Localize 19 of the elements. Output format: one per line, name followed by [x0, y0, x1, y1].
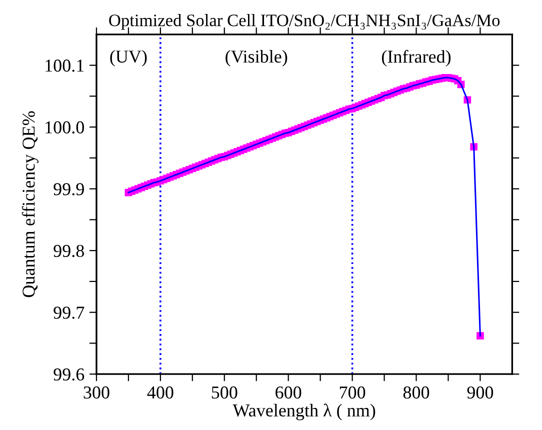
y-tick-label: 100.0 — [46, 121, 84, 134]
y-tick-label: 99.6 — [54, 368, 84, 381]
chart-title: Optimized Solar Cell ITO/SnO₂/CH₃NH₃SnI₃/GaAs/Mo — [109, 14, 500, 30]
y-axis-title: Quantum efficiency QE% — [22, 111, 38, 298]
x-tick-label: 600 — [276, 386, 302, 399]
annotation: (Visible) — [226, 50, 288, 66]
y-tick-label: 99.8 — [54, 244, 84, 258]
annotation: (UV) — [110, 50, 147, 66]
x-axis-title: Wavelength λ ( nm) — [232, 404, 376, 420]
y-tick-label: 99.7 — [54, 306, 84, 319]
x-tick-label: 900 — [467, 386, 494, 399]
x-tick-label: 300 — [84, 386, 110, 399]
annotation: (Infrared) — [382, 50, 451, 66]
x-tick-label: 400 — [147, 386, 174, 399]
x-tick-label: 500 — [212, 386, 238, 399]
y-tick-label: 99.9 — [54, 183, 84, 196]
x-tick-label: 800 — [403, 386, 430, 399]
x-tick-label: 700 — [340, 386, 366, 399]
y-tick-label: 100.1 — [46, 60, 84, 72]
